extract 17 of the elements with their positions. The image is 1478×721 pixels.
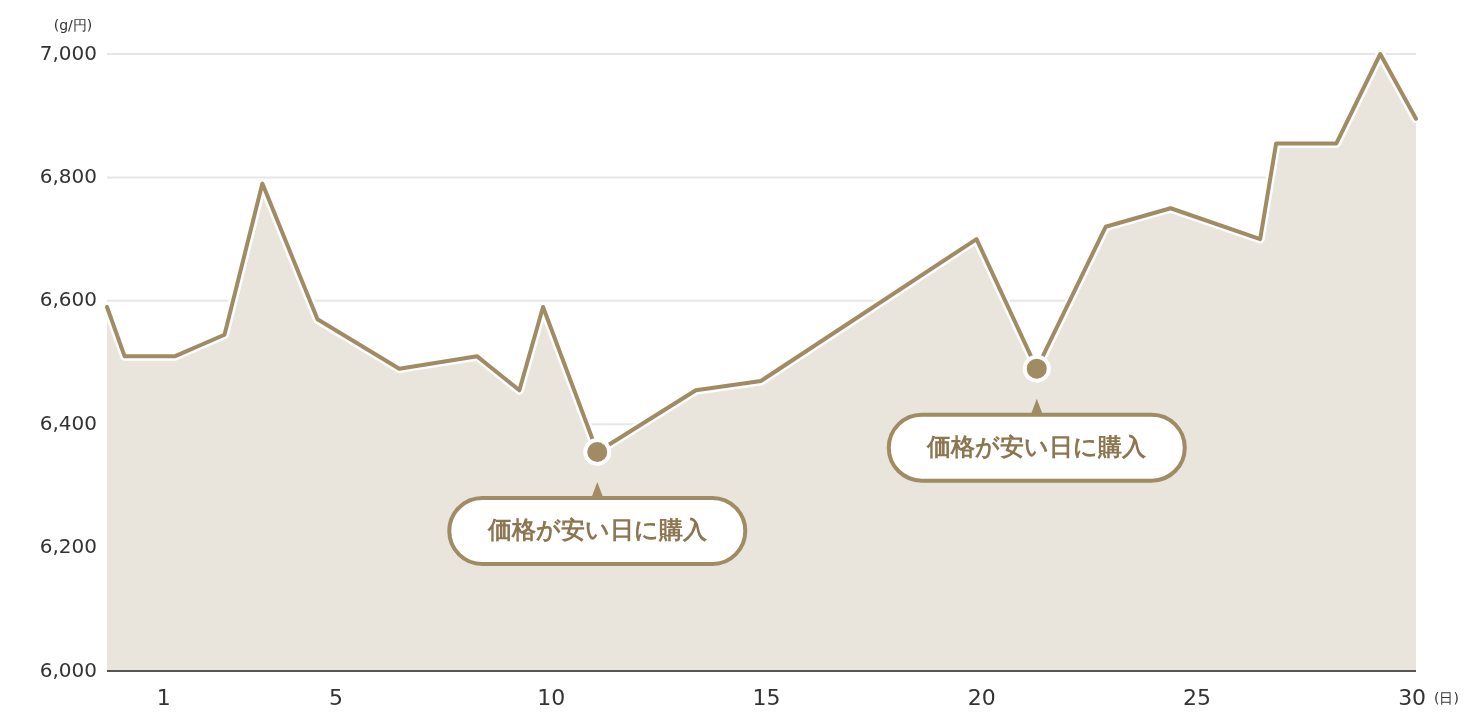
y-tick-label: 7,000 (39, 40, 97, 65)
y-axis-title: (g/円) (53, 17, 93, 33)
annotation: 価格が安い日に購入 (486, 515, 708, 544)
x-tick-label: 30 (1398, 685, 1427, 710)
y-tick-label: 6,400 (39, 410, 97, 435)
y-tick-label: 6,000 (39, 657, 97, 682)
x-tick-label: 20 (967, 685, 996, 710)
y-tick-label: 6,600 (39, 287, 97, 312)
x-tick-label: 10 (537, 685, 566, 710)
y-tick-label: 6,800 (39, 163, 97, 188)
y-tick-label: 6,200 (39, 534, 97, 559)
x-tick-label: 15 (752, 685, 781, 710)
annotation: 価格が安い日に購入 (926, 432, 1148, 461)
x-tick-label: 1 (156, 685, 171, 710)
x-tick-label: 5 (329, 685, 343, 710)
x-axis-title: (日) (1434, 690, 1459, 706)
x-tick-label: 25 (1182, 685, 1211, 710)
